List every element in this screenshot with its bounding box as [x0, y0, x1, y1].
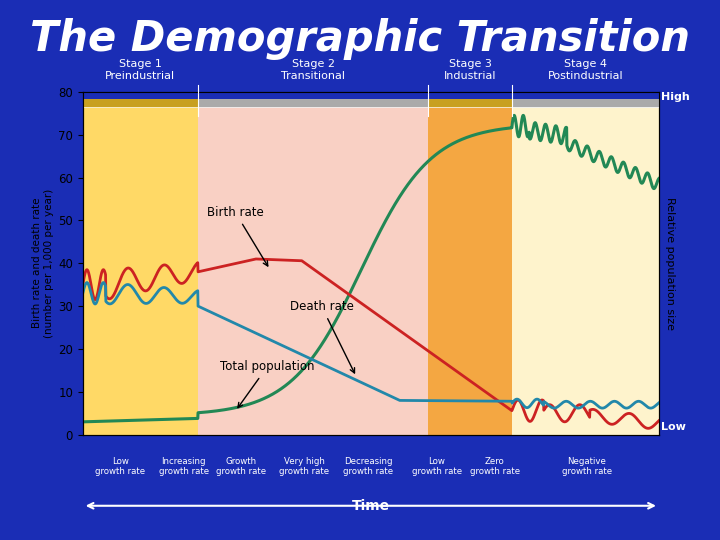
Bar — [83, 92, 198, 99]
Bar — [428, 92, 512, 99]
Text: Stage 4
Postindustrial: Stage 4 Postindustrial — [547, 59, 624, 81]
Text: Stage 1
Preindustrial: Stage 1 Preindustrial — [105, 59, 176, 81]
Bar — [428, 92, 512, 435]
Bar — [83, 92, 198, 435]
Text: Birth rate: Birth rate — [207, 206, 268, 266]
Text: Growth
growth rate: Growth growth rate — [216, 457, 266, 476]
Bar — [512, 92, 659, 435]
Text: High: High — [661, 92, 690, 102]
Text: Stage 2
Transitional: Stage 2 Transitional — [282, 59, 345, 81]
Text: Low
growth rate: Low growth rate — [95, 457, 145, 476]
Bar — [198, 92, 428, 435]
Text: Low
growth rate: Low growth rate — [412, 457, 462, 476]
Text: Low: Low — [661, 422, 686, 431]
Bar — [428, 92, 512, 107]
Bar — [198, 92, 428, 107]
Bar — [198, 92, 428, 99]
Bar — [512, 92, 659, 99]
Text: The Demographic Transition: The Demographic Transition — [30, 18, 690, 60]
Text: Zero
growth rate: Zero growth rate — [469, 457, 520, 476]
Y-axis label: Birth rate and death rate
(number per 1,000 per year): Birth rate and death rate (number per 1,… — [32, 188, 54, 338]
Text: Stage 3
Industrial: Stage 3 Industrial — [444, 59, 496, 81]
Bar — [83, 92, 198, 107]
Text: Time: Time — [352, 499, 390, 513]
Text: Death rate: Death rate — [290, 300, 354, 373]
Text: Very high
growth rate: Very high growth rate — [279, 457, 330, 476]
Y-axis label: Relative population size: Relative population size — [665, 197, 675, 330]
Bar — [512, 92, 659, 107]
Text: Negative
growth rate: Negative growth rate — [562, 457, 612, 476]
Text: Total population: Total population — [220, 360, 315, 408]
Text: Increasing
growth rate: Increasing growth rate — [158, 457, 209, 476]
Text: Decreasing
growth rate: Decreasing growth rate — [343, 457, 393, 476]
